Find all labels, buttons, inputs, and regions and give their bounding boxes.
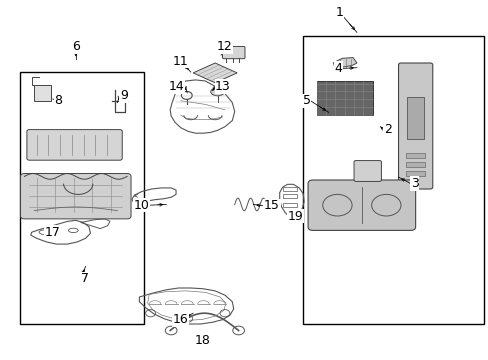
Text: 2: 2 (383, 123, 391, 136)
FancyBboxPatch shape (307, 180, 415, 230)
Text: 8: 8 (55, 94, 62, 107)
Bar (303, 36, 483, 324)
Text: 9: 9 (120, 89, 127, 102)
Bar (266, 202, 273, 207)
Text: 17: 17 (45, 226, 61, 239)
FancyBboxPatch shape (353, 161, 381, 181)
Text: 11: 11 (173, 55, 188, 68)
Text: 18: 18 (195, 334, 210, 347)
Bar (405, 171, 425, 176)
Bar (20, 72, 144, 324)
Text: 19: 19 (287, 210, 303, 222)
Text: 7: 7 (81, 273, 88, 285)
Text: 6: 6 (72, 40, 80, 53)
Bar (282, 194, 297, 198)
FancyBboxPatch shape (27, 130, 122, 160)
FancyBboxPatch shape (20, 174, 131, 219)
Bar (282, 187, 297, 191)
Polygon shape (333, 58, 356, 68)
Text: 14: 14 (169, 80, 184, 93)
FancyBboxPatch shape (34, 85, 51, 101)
FancyBboxPatch shape (398, 63, 432, 189)
Polygon shape (193, 63, 237, 83)
Bar (406, 97, 424, 139)
Text: 4: 4 (334, 62, 342, 75)
Text: 1: 1 (335, 6, 343, 19)
Bar (405, 162, 425, 167)
Bar (405, 153, 425, 158)
Bar (282, 203, 297, 207)
Bar (316, 81, 372, 115)
FancyBboxPatch shape (222, 46, 244, 59)
Text: 13: 13 (215, 80, 230, 93)
Text: 10: 10 (133, 199, 149, 212)
Text: 5: 5 (302, 94, 310, 107)
Text: 16: 16 (173, 313, 188, 326)
Text: 15: 15 (264, 199, 279, 212)
Ellipse shape (210, 88, 224, 96)
Text: 3: 3 (410, 177, 418, 190)
Text: 12: 12 (217, 40, 232, 53)
